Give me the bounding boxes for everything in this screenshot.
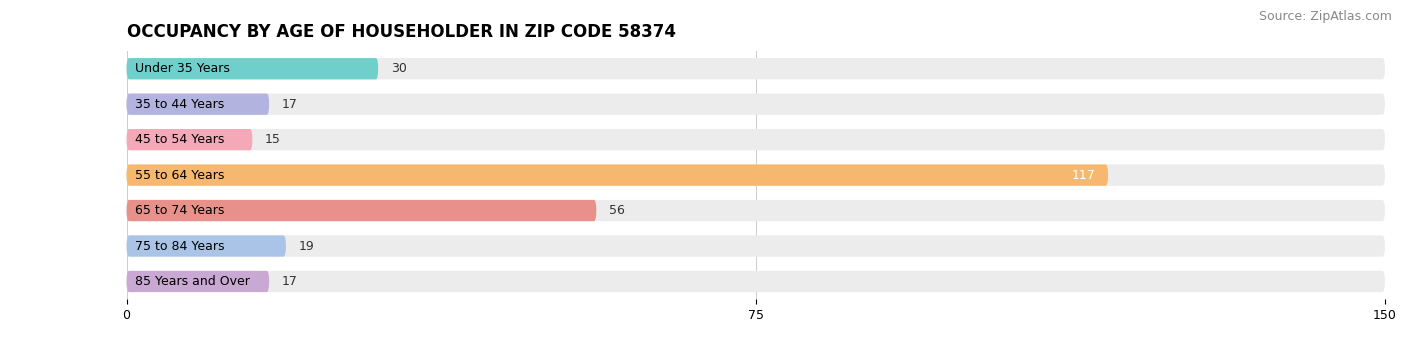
Text: 45 to 54 Years: 45 to 54 Years — [135, 133, 225, 146]
FancyBboxPatch shape — [127, 58, 378, 79]
Text: 65 to 74 Years: 65 to 74 Years — [135, 204, 225, 217]
FancyBboxPatch shape — [127, 129, 1385, 150]
Text: 30: 30 — [391, 62, 406, 75]
FancyBboxPatch shape — [127, 94, 1385, 115]
FancyBboxPatch shape — [127, 200, 596, 221]
Text: 55 to 64 Years: 55 to 64 Years — [135, 169, 225, 182]
Text: 17: 17 — [281, 98, 298, 111]
Text: 117: 117 — [1071, 169, 1095, 182]
FancyBboxPatch shape — [127, 235, 285, 257]
Text: 75 to 84 Years: 75 to 84 Years — [135, 239, 225, 253]
Text: 19: 19 — [298, 239, 315, 253]
Text: Source: ZipAtlas.com: Source: ZipAtlas.com — [1258, 10, 1392, 23]
FancyBboxPatch shape — [127, 165, 1385, 186]
FancyBboxPatch shape — [127, 200, 1385, 221]
FancyBboxPatch shape — [127, 271, 1385, 292]
Text: 85 Years and Over: 85 Years and Over — [135, 275, 250, 288]
FancyBboxPatch shape — [127, 129, 253, 150]
FancyBboxPatch shape — [127, 165, 1108, 186]
Text: 15: 15 — [264, 133, 281, 146]
Text: 17: 17 — [281, 275, 298, 288]
Text: 56: 56 — [609, 204, 624, 217]
Text: OCCUPANCY BY AGE OF HOUSEHOLDER IN ZIP CODE 58374: OCCUPANCY BY AGE OF HOUSEHOLDER IN ZIP C… — [127, 23, 675, 41]
FancyBboxPatch shape — [127, 235, 1385, 257]
FancyBboxPatch shape — [127, 271, 269, 292]
FancyBboxPatch shape — [127, 58, 1385, 79]
Text: 35 to 44 Years: 35 to 44 Years — [135, 98, 224, 111]
Text: Under 35 Years: Under 35 Years — [135, 62, 229, 75]
FancyBboxPatch shape — [127, 94, 269, 115]
